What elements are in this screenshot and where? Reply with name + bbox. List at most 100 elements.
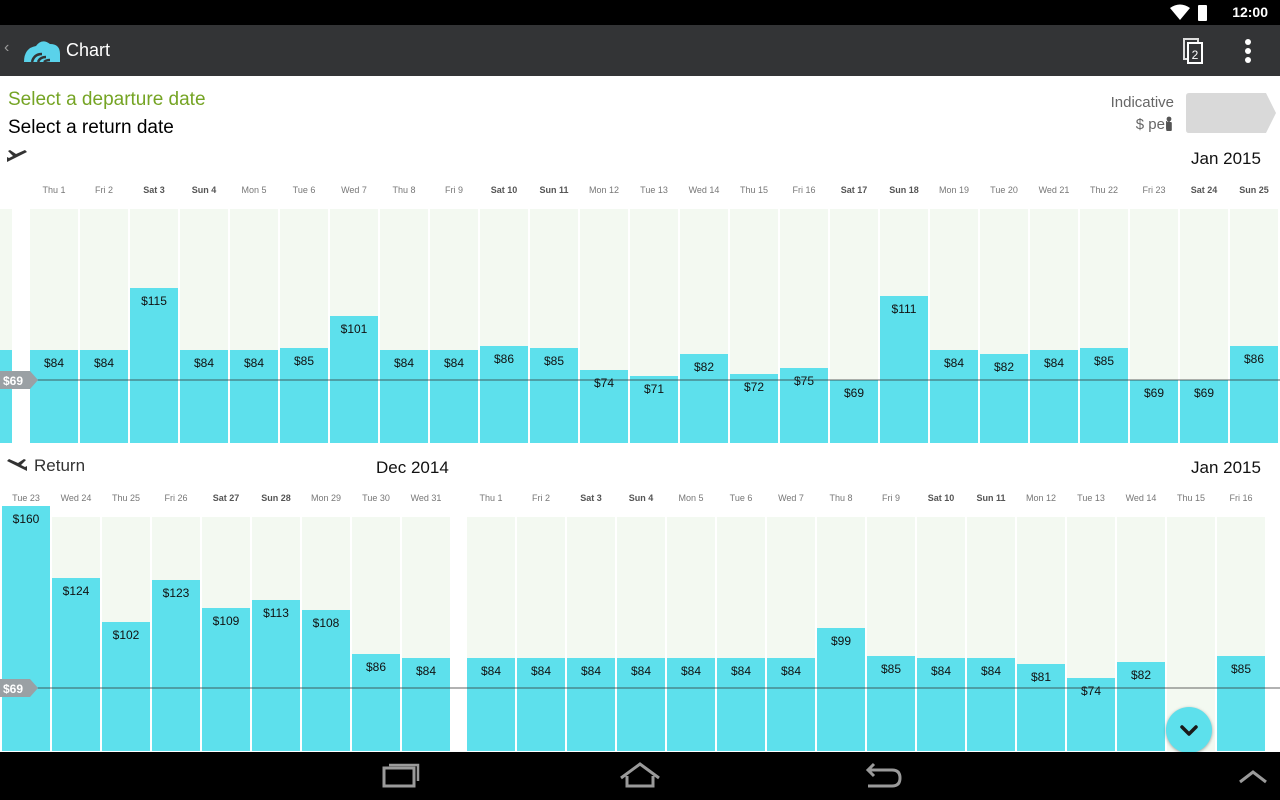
- price-bar: [1130, 380, 1178, 443]
- recents-nav-icon[interactable]: [376, 760, 426, 792]
- chevron-up-icon[interactable]: [1228, 760, 1278, 792]
- price-label: $85: [544, 354, 564, 368]
- day-tick-label: Sun 28: [261, 493, 291, 503]
- day-tick-label: Tue 13: [1077, 493, 1105, 503]
- skyscanner-logo-icon[interactable]: [20, 36, 62, 66]
- price-bar: [680, 354, 728, 443]
- price-bar: [180, 350, 228, 443]
- price-bar: [967, 658, 1015, 751]
- day-tick-label: Mon 12: [1026, 493, 1056, 503]
- day-tick-label: Tue 30: [362, 493, 390, 503]
- price-bar: [152, 580, 200, 751]
- outbound-month-label: Jan 2015: [1191, 149, 1261, 168]
- price-bar: [580, 370, 628, 443]
- day-tick-label: Fri 16: [1229, 493, 1252, 503]
- day-tick-label: Fri 2: [532, 493, 550, 503]
- day-tick-label: Mon 5: [241, 185, 266, 195]
- system-nav-bar: [0, 752, 1280, 800]
- return-chart-svg[interactable]: Tue 23 $160 Wed 24 $124 Thu 25 $102 Fri 26 $123…: [0, 486, 1280, 752]
- lowest-price-tag: [0, 371, 38, 389]
- day-tick-label: Wed 31: [411, 493, 442, 503]
- price-label: $84: [531, 664, 551, 678]
- price-label: $75: [794, 374, 814, 388]
- action-bar: ‹ Chart 2: [0, 25, 1280, 76]
- up-navigation-icon[interactable]: ‹: [4, 39, 10, 56]
- day-tick-label: Thu 15: [1177, 493, 1205, 503]
- price-bar: [80, 350, 128, 443]
- outbound-chart-svg[interactable]: Thu 1 $84 Fri 2 $84 Sat 3 $115 Sun 4 $84 Mon 5 $8…: [0, 178, 1280, 444]
- day-tick-label: Fri 2: [95, 185, 113, 195]
- price-label: $84: [1044, 356, 1064, 370]
- day-tick-label: Mon 29: [311, 493, 341, 503]
- price-bar: [467, 658, 515, 751]
- day-tick-label: Mon 5: [678, 493, 703, 503]
- price-bar: [830, 380, 878, 443]
- day-tick-label: Wed 14: [1126, 493, 1157, 503]
- chevron-down-icon: [1180, 725, 1198, 736]
- day-tick-label: Thu 8: [392, 185, 415, 195]
- price-label: $123: [163, 586, 190, 600]
- battery-icon: [1198, 5, 1207, 21]
- day-tick-label: Sat 3: [580, 493, 602, 503]
- price-label: $69: [1144, 386, 1164, 400]
- partial-bar: [0, 350, 12, 443]
- day-tick-label: Sun 11: [539, 185, 568, 195]
- price-label: $84: [481, 664, 501, 678]
- price-bar: [717, 658, 765, 751]
- day-tick-label: Tue 13: [640, 185, 668, 195]
- price-label: $124: [63, 584, 90, 598]
- back-nav-icon[interactable]: [856, 760, 906, 792]
- outbound-price-chart[interactable]: Thu 1 $84 Fri 2 $84 Sat 3 $115 Sun 4 $84 Mon 5 $8…: [0, 178, 1280, 444]
- return-label: Return: [34, 456, 86, 475]
- price-bar: [917, 658, 965, 751]
- home-nav-icon[interactable]: [615, 760, 665, 792]
- price-bar: [480, 346, 528, 443]
- price-label: $84: [631, 664, 651, 678]
- price-label: $85: [294, 354, 314, 368]
- price-bar: [402, 658, 450, 751]
- price-bar: [780, 368, 828, 443]
- price-bar: [30, 350, 78, 443]
- select-departure-prompt: Select a departure date: [8, 89, 206, 110]
- scroll-down-button[interactable]: [1166, 707, 1212, 753]
- price-bar: [1217, 656, 1265, 751]
- price-label: $86: [366, 660, 386, 674]
- price-bar: [730, 374, 778, 443]
- price-label: $84: [416, 664, 436, 678]
- copies-icon[interactable]: 2: [1176, 37, 1208, 65]
- price-bar: [867, 656, 915, 751]
- price-label: $86: [1244, 352, 1264, 366]
- overflow-menu-icon[interactable]: [1236, 37, 1260, 65]
- day-tick-label: Tue 20: [990, 185, 1018, 195]
- price-bar: [1117, 662, 1165, 751]
- day-tick-label: Sat 10: [928, 493, 955, 503]
- day-tick-label: Sun 25: [1239, 185, 1269, 195]
- price-bar: [252, 600, 300, 751]
- price-label: $74: [1081, 684, 1101, 698]
- price-bar: [302, 610, 350, 751]
- price-label: $84: [781, 664, 801, 678]
- lowest-price-tag: [0, 679, 38, 697]
- price-bar: [880, 296, 928, 443]
- price-label: $81: [1031, 670, 1051, 684]
- price-bar: [1180, 380, 1228, 443]
- price-label: $109: [213, 614, 240, 628]
- price-label: $84: [931, 664, 951, 678]
- lowest-price-label: $69: [3, 374, 23, 388]
- price-bar: [767, 658, 815, 751]
- price-label: $82: [694, 360, 714, 374]
- price-indicator-tag: [1186, 93, 1276, 133]
- price-label: $113: [263, 606, 289, 620]
- price-label: $72: [744, 380, 764, 394]
- price-label: $111: [892, 302, 917, 316]
- price-label: $84: [581, 664, 601, 678]
- plane-return-icon: [7, 459, 27, 471]
- day-tick-label: Sun 11: [976, 493, 1005, 503]
- return-price-chart[interactable]: Tue 23 $160 Wed 24 $124 Thu 25 $102 Fri 26 $123…: [0, 486, 1280, 752]
- return-month-label-dec: Dec 2014: [376, 458, 449, 477]
- price-label: $115: [141, 294, 167, 308]
- day-tick-label: Wed 21: [1039, 185, 1070, 195]
- day-tick-label: Sun 18: [889, 185, 919, 195]
- price-label: $86: [494, 352, 514, 366]
- day-tick-label: Thu 1: [479, 493, 502, 503]
